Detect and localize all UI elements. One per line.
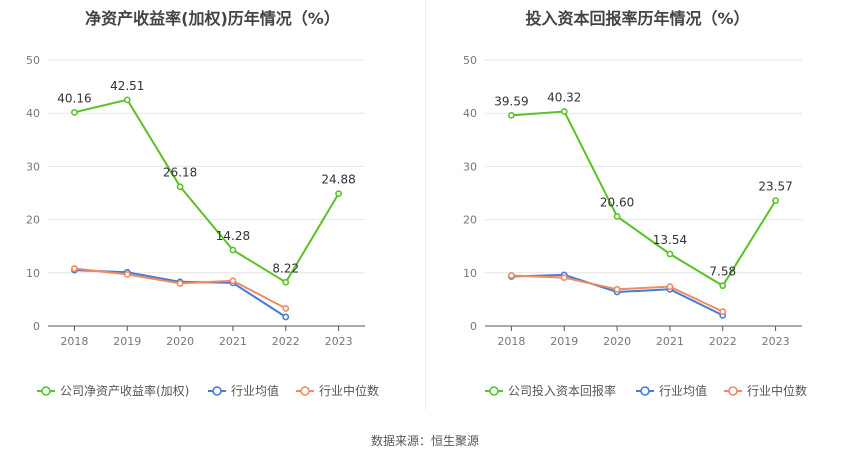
data-point (508, 111, 515, 119)
data-label: 40.32 (547, 90, 581, 104)
data-label: 42.51 (110, 79, 144, 93)
x-tick-label: 2021 (219, 335, 247, 348)
y-tick-label: 10 (26, 267, 40, 280)
y-tick-label: 10 (463, 267, 477, 280)
data-point (123, 96, 131, 104)
legend-label: 行业均值 (659, 383, 707, 398)
legend-label: 行业中位数 (747, 383, 807, 398)
data-point (176, 183, 184, 191)
data-point (719, 282, 727, 290)
x-tick-label: 2023 (325, 335, 353, 348)
legend-swatch-marker (212, 386, 222, 396)
data-source-note: 数据来源：恒生聚源 (370, 434, 479, 448)
data-point (229, 277, 237, 285)
legend-label: 行业均值 (231, 383, 279, 398)
data-point (666, 283, 674, 291)
chart-title: 投入资本回报率历年情况（%） (525, 9, 750, 28)
y-tick-label: 0 (470, 320, 477, 333)
x-tick-label: 2020 (603, 335, 631, 348)
y-tick-label: 40 (463, 107, 477, 120)
data-label: 24.88 (321, 173, 355, 187)
data-point (560, 108, 568, 115)
data-point (772, 197, 779, 205)
series-line (74, 98, 340, 284)
roe-chart-svg: 0 10 20 30 40 50 2018 2019 2020 2021 2022 2023 40.16… (26, 54, 379, 398)
y-tick-label: 20 (463, 214, 477, 227)
data-label: 7.58 (709, 265, 736, 279)
legend-label: 公司投入资本回报率 (508, 383, 616, 398)
x-tick-label: 2020 (166, 335, 194, 348)
series-line (511, 110, 777, 288)
y-tick-label: 30 (463, 160, 477, 173)
x-tick-label: 2022 (272, 335, 300, 348)
series-line (74, 269, 287, 318)
data-label: 8.22 (272, 261, 299, 275)
data-point (71, 108, 78, 116)
data-point (335, 190, 342, 198)
x-tick-label: 2018 (60, 335, 88, 348)
data-point (613, 285, 621, 293)
legend-item: 公司净资产收益率(加权) (37, 383, 189, 398)
data-point (282, 305, 290, 312)
x-tick-label: 2023 (762, 335, 790, 348)
legend-label: 行业中位数 (319, 383, 379, 398)
panel-divider (425, 0, 426, 410)
data-point (719, 308, 727, 316)
data-point (613, 213, 621, 220)
roic-chart-panel: 投入资本回报率历年情况（%） 0 10 20 30 40 50 2018 2019 2020 20… (425, 0, 850, 410)
roic-chart-svg: 0 10 20 30 40 50 2018 2019 2020 2021 2022 2023 39.59… (463, 54, 807, 398)
data-point (282, 313, 290, 321)
legend-item: 行业均值 (636, 383, 707, 398)
data-point (666, 250, 674, 258)
legend-item: 行业中位数 (724, 383, 807, 398)
data-point (123, 270, 131, 278)
y-tick-label: 30 (26, 160, 40, 173)
legend-swatch-marker (640, 386, 650, 396)
series-line (74, 267, 287, 310)
data-label: 13.54 (653, 233, 687, 247)
data-label: 14.28 (216, 229, 250, 243)
data-point (229, 246, 237, 254)
data-label: 26.18 (163, 166, 197, 180)
legend-item: 公司投入资本回报率 (485, 383, 616, 398)
x-tick-label: 2019 (550, 335, 578, 348)
legend-item: 行业均值 (208, 383, 279, 398)
x-tick-label: 2018 (497, 335, 525, 348)
legend-item: 行业中位数 (296, 383, 379, 398)
y-tick-label: 50 (26, 54, 40, 67)
data-point (71, 265, 78, 272)
x-tick-label: 2019 (113, 335, 141, 348)
data-label: 20.60 (600, 195, 634, 209)
y-tick-label: 50 (463, 54, 477, 67)
chart-title: 净资产收益率(加权)历年情况（%） (85, 9, 340, 28)
data-label: 23.57 (758, 180, 792, 194)
data-point (176, 280, 184, 287)
legend-swatch-marker (728, 386, 738, 396)
legend-swatch-marker (41, 386, 51, 396)
x-tick-label: 2021 (656, 335, 684, 348)
roe-chart-panel: 净资产收益率(加权)历年情况（%） 0 10 20 30 40 50 2018 2019 202… (0, 0, 425, 410)
data-label: 40.16 (57, 91, 91, 105)
y-tick-label: 0 (33, 320, 40, 333)
legend-label: 公司净资产收益率(加权) (60, 383, 189, 398)
data-point (508, 272, 515, 279)
y-tick-label: 40 (26, 107, 40, 120)
legend-swatch-marker (489, 386, 499, 396)
y-tick-label: 20 (26, 214, 40, 227)
data-point (282, 278, 290, 286)
data-label: 39.59 (494, 94, 528, 108)
x-tick-label: 2022 (709, 335, 737, 348)
legend-swatch-marker (300, 386, 310, 396)
data-point (560, 274, 568, 281)
